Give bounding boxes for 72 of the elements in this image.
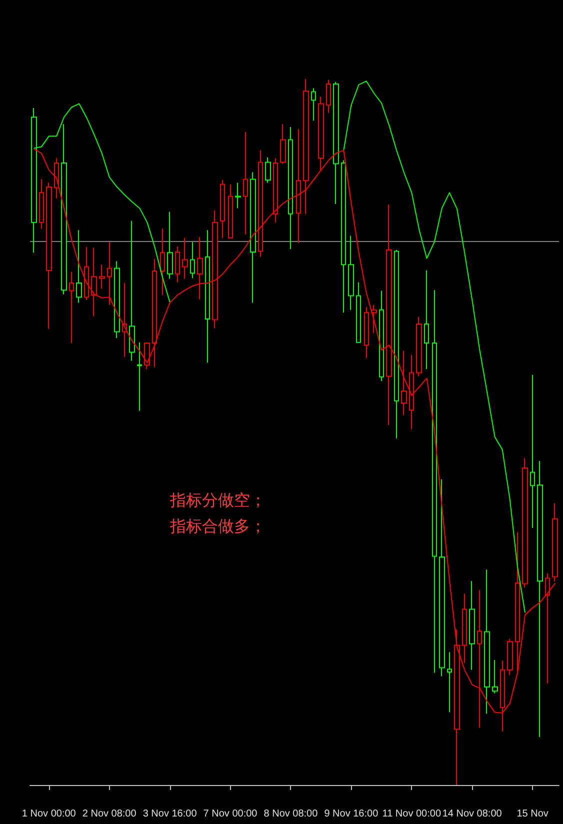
candlestick bbox=[537, 460, 543, 738]
candlestick bbox=[416, 316, 422, 377]
candlestick bbox=[220, 179, 225, 238]
candlestick bbox=[545, 572, 550, 684]
candlestick bbox=[515, 532, 520, 673]
candlestick bbox=[341, 160, 346, 314]
x-tick-label: 7 Nov 00:00 bbox=[203, 808, 258, 820]
candlestick bbox=[409, 354, 414, 430]
x-tick-label: 15 Nov bbox=[516, 808, 548, 820]
annotation: 指标合做多； bbox=[169, 516, 266, 536]
candlestick bbox=[152, 258, 157, 368]
candlestick bbox=[205, 230, 210, 364]
x-tick-label: 2 Nov 08:00 bbox=[82, 808, 137, 820]
candlestick bbox=[69, 271, 74, 344]
candlestick bbox=[394, 249, 399, 439]
candlestick bbox=[91, 247, 97, 317]
candlestick bbox=[228, 184, 233, 238]
candlestick bbox=[61, 124, 67, 295]
x-tick-label: 1 Nov 00:00 bbox=[22, 808, 76, 820]
candlestick bbox=[137, 342, 142, 412]
candlestick bbox=[386, 204, 392, 426]
candlestick bbox=[122, 282, 127, 358]
candlestick bbox=[424, 270, 429, 370]
candlestick bbox=[288, 126, 293, 250]
candlestick bbox=[484, 569, 490, 714]
candlestick bbox=[160, 228, 165, 296]
candlestick bbox=[462, 593, 467, 664]
candlestick bbox=[379, 290, 384, 382]
candlestick bbox=[348, 235, 354, 310]
x-tick-label: 11 Nov 00:00 bbox=[382, 808, 442, 820]
candlestick bbox=[212, 210, 218, 329]
candlestick bbox=[167, 211, 173, 280]
candlestick bbox=[492, 660, 498, 694]
candlestick bbox=[280, 124, 286, 164]
candlestick bbox=[99, 264, 105, 290]
candlestick bbox=[235, 182, 241, 209]
candlestick bbox=[39, 178, 44, 230]
candlestick bbox=[326, 79, 331, 114]
candlestick bbox=[54, 158, 59, 199]
candlestick bbox=[364, 306, 369, 358]
candlestick bbox=[182, 237, 188, 280]
candlestick bbox=[84, 246, 89, 300]
candlestick bbox=[371, 304, 377, 334]
candlestick bbox=[129, 220, 135, 362]
candlestick bbox=[114, 260, 120, 339]
candlestick bbox=[107, 242, 112, 306]
candlestick bbox=[522, 458, 528, 588]
candlestick bbox=[311, 88, 316, 122]
candlestick bbox=[507, 638, 513, 676]
annotation: 指标分做空； bbox=[169, 490, 266, 510]
candlestick bbox=[356, 282, 361, 344]
candlestick bbox=[265, 156, 271, 184]
candlestick bbox=[469, 580, 475, 670]
x-tick-label: 14 Nov 08:00 bbox=[442, 808, 502, 820]
candlestick bbox=[243, 131, 248, 235]
candlestick bbox=[46, 182, 52, 330]
candlestick bbox=[250, 172, 256, 304]
x-tick-label: 3 Nov 16:00 bbox=[142, 808, 198, 820]
candlestick bbox=[190, 242, 195, 279]
candlestick bbox=[175, 246, 180, 283]
candlestick bbox=[447, 652, 452, 713]
candlestick bbox=[273, 158, 278, 223]
candlestick bbox=[432, 290, 437, 674]
x-tick-label: 9 Nov 16:00 bbox=[324, 808, 379, 820]
candlestick bbox=[333, 81, 339, 204]
candlestick bbox=[439, 478, 445, 677]
candlestick bbox=[197, 236, 203, 300]
x-tick-label: 8 Nov 08:00 bbox=[264, 808, 318, 820]
candlestick bbox=[76, 230, 82, 304]
candlestick bbox=[530, 374, 535, 529]
candlestick bbox=[144, 342, 150, 370]
candlestick bbox=[401, 350, 407, 416]
